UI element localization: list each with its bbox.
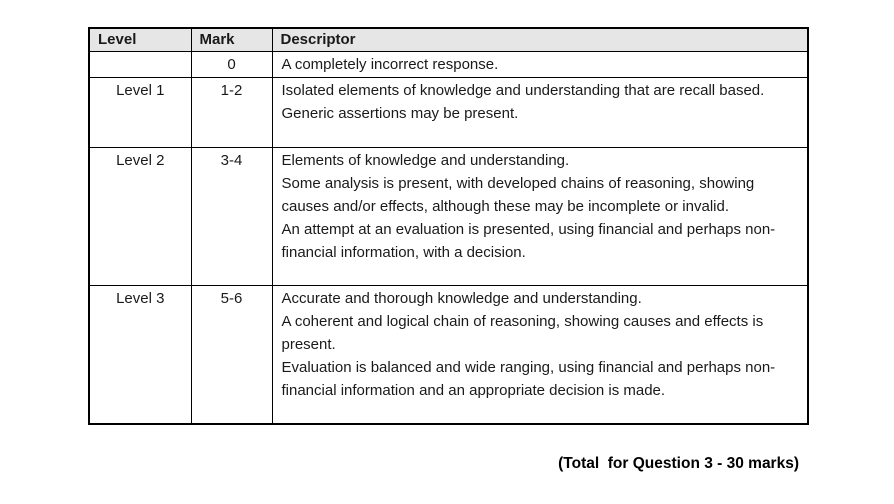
level-cell	[88, 51, 192, 78]
descriptor-line: An attempt at an evaluation is presented…	[281, 221, 776, 261]
descriptor-line: Accurate and thorough knowledge and unde…	[281, 290, 642, 307]
descriptor-line: Elements of knowledge and understanding.	[281, 152, 570, 169]
header-descriptor: Descriptor	[271, 27, 809, 52]
level-cell: Level 3	[88, 285, 192, 424]
descriptor-cell: Elements of knowledge and understanding.…	[271, 147, 809, 286]
descriptor-line: Generic assertions may be present.	[281, 105, 519, 122]
table-row: Level 1 1-2 Isolated elements of knowled…	[88, 77, 809, 148]
table-row: Level 3 5-6 Accurate and thorough knowle…	[88, 285, 809, 424]
descriptor-line: A coherent and logical chain of reasonin…	[281, 313, 764, 353]
descriptor-cell: A completely incorrect response.	[271, 51, 809, 78]
total-marks-label: (Total for Question 3 - 30 marks)	[558, 455, 799, 472]
descriptor-line: Evaluation is balanced and wide ranging,…	[281, 359, 776, 399]
table-body: 0 A completely incorrect response. Level…	[88, 51, 809, 424]
mark-cell: 0	[190, 51, 273, 78]
descriptor-cell: Accurate and thorough knowledge and unde…	[271, 285, 809, 424]
descriptor-line: Isolated elements of knowledge and under…	[281, 82, 765, 99]
mark-scheme-table: Level Mark Descriptor 0 A completely inc…	[88, 27, 809, 425]
descriptor-line: Some analysis is present, with developed…	[281, 175, 755, 215]
table-row: 0 A completely incorrect response.	[88, 51, 809, 78]
header-row: Level Mark Descriptor	[88, 27, 809, 52]
mark-cell: 1-2	[190, 77, 273, 148]
level-cell: Level 2	[88, 147, 192, 286]
header-mark: Mark	[190, 27, 273, 52]
mark-cell: 3-4	[190, 147, 273, 286]
descriptor-line: A completely incorrect response.	[281, 56, 499, 73]
table-header: Level Mark Descriptor	[88, 27, 809, 52]
mark-cell: 5-6	[190, 285, 273, 424]
table-row: Level 2 3-4 Elements of knowledge and un…	[88, 147, 809, 286]
descriptor-cell: Isolated elements of knowledge and under…	[271, 77, 809, 148]
header-level: Level	[88, 27, 192, 52]
level-cell: Level 1	[88, 77, 192, 148]
